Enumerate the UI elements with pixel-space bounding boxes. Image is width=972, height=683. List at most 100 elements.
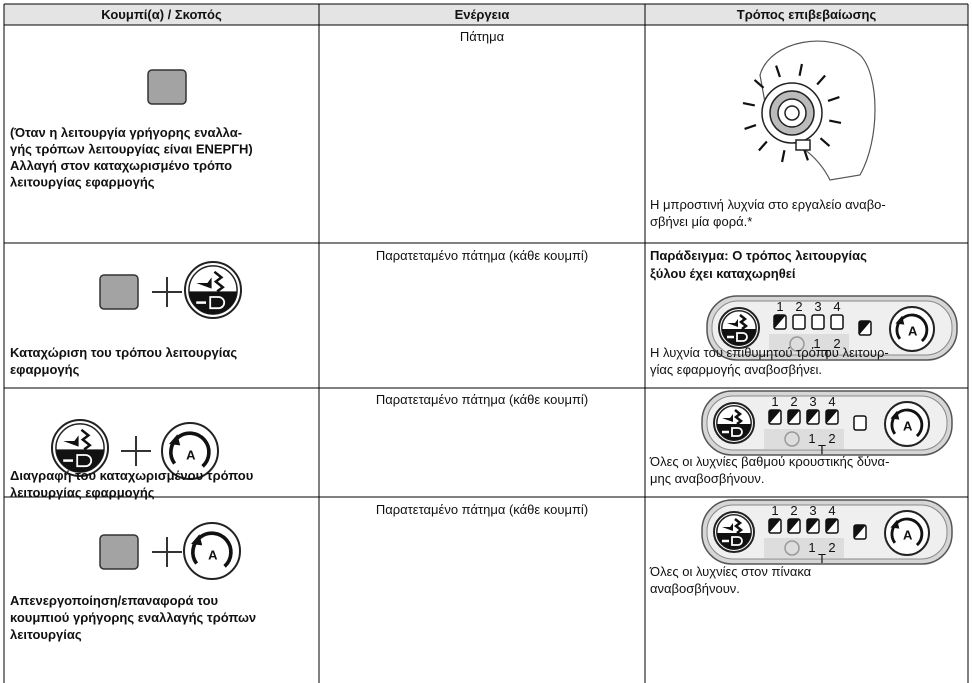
button-icon: [99, 274, 139, 310]
impact-label: T: [818, 551, 826, 566]
header-cell: Κουμπί(α) / Σκοπός: [101, 7, 222, 22]
cell-text: Η λυχνία του επιθυμητού τρόπου λειτουρ-: [650, 345, 889, 360]
action-text: Παρατεταμένο πάτημα (κάθε κουμπί): [376, 392, 588, 407]
led: [830, 314, 844, 330]
led-lit: [807, 519, 819, 533]
mode-button-icon: [51, 419, 109, 477]
cell-text: κουμπιού γρήγορης εναλλαγής τρόπων: [10, 610, 256, 625]
led-lit: [769, 410, 781, 424]
impact-number: 2: [828, 431, 835, 446]
auto-button-icon: A: [183, 522, 241, 580]
impact-number: 2: [828, 540, 835, 555]
light-ray: [816, 74, 826, 86]
cell-text: (Όταν η λειτουργία γρήγορης εναλλα-: [10, 125, 242, 140]
level-number: 3: [809, 394, 816, 409]
cell-text: λειτουργίας εφαρμογής: [10, 175, 155, 190]
cell-text: ξύλου έχει καταχωρηθεί: [650, 266, 796, 281]
control-panel: 1 2 3 41 2TA: [701, 499, 953, 566]
light-ray: [803, 148, 809, 161]
control-panel: 1 2 3 41 2TA: [701, 390, 953, 457]
arrow-head: [895, 315, 905, 325]
cell-text: Απενεργοποίηση/επαναφορά του: [10, 593, 219, 608]
cell-text: Η μπροστινή λυχνία στο εργαλείο αναβο-: [650, 197, 886, 212]
drill-glyph: [196, 277, 212, 289]
light-area: [716, 424, 752, 441]
sub-icon: [784, 431, 800, 447]
impact-label: T: [818, 442, 826, 457]
led-lit: [769, 519, 781, 533]
light-area: [55, 449, 105, 473]
light-area: [716, 533, 752, 550]
action-text: Παρατεταμένο πάτημα (κάθε κουμπί): [376, 502, 588, 517]
light-glyph: [731, 427, 743, 437]
auto-button-icon: A: [161, 422, 219, 480]
light-ray: [744, 124, 757, 130]
mode-button-icon: [713, 402, 755, 444]
light-area: [188, 291, 238, 315]
arrow-head: [169, 434, 181, 446]
auto-button-icon: A: [884, 510, 930, 556]
button-letter: A: [903, 419, 913, 434]
level-number: 3: [809, 503, 816, 518]
light-ray: [829, 119, 842, 125]
impact-number: 2: [833, 336, 840, 351]
drill-glyph: [738, 314, 749, 330]
led-lit: [859, 321, 871, 335]
lower-band: [769, 334, 849, 354]
lower-band: [764, 429, 844, 449]
auto-button-icon: A: [889, 306, 935, 352]
led-lit: [774, 315, 786, 329]
action-text: Παρατεταμένο πάτημα (κάθε κουμπί): [376, 248, 588, 263]
sub-icon: [789, 336, 805, 352]
button-letter: A: [208, 547, 218, 562]
light-ray: [819, 137, 831, 147]
lower-band: [764, 538, 844, 558]
led-lit: [826, 519, 838, 533]
light-area: [721, 329, 757, 346]
light-glyph: [736, 332, 748, 342]
button-icon: [99, 534, 139, 570]
led-lit: [826, 410, 838, 424]
drill-glyph: [722, 414, 733, 422]
light-ray: [798, 63, 804, 76]
cell-text: Διαγραφή του καταχωρισμένου τρόπου: [10, 468, 254, 483]
level-number: 4: [833, 299, 840, 314]
cell-text: Αλλαγή στον καταχωρισμένο τρόπο: [10, 158, 232, 173]
tool-lamp: [795, 139, 811, 151]
light-ray: [780, 150, 786, 163]
arrow-ring: [890, 408, 924, 438]
led-lit: [788, 410, 800, 424]
button-icon: [147, 69, 187, 105]
tool-illustration: [742, 40, 876, 181]
level-number: 2: [795, 299, 802, 314]
level-number: 3: [814, 299, 821, 314]
mode-button-icon: [713, 511, 755, 553]
arrow-head: [890, 519, 900, 529]
control-panel: 1 2 3 41 2TA: [706, 295, 958, 362]
led-lit: [854, 525, 866, 539]
cell-text: λειτουργίας εφαρμογής: [10, 485, 155, 500]
level-number: 1: [771, 503, 778, 518]
light-glyph: [76, 454, 93, 468]
cell-text: γίας εφαρμογής αναβοσβήνει.: [650, 362, 822, 377]
light-glyph: [209, 296, 226, 310]
action-text: Πάτημα: [460, 29, 505, 44]
cell-text: Καταχώριση του τρόπου λειτουργίας: [10, 345, 237, 360]
light-ray: [753, 79, 765, 89]
button-letter: A: [903, 528, 913, 543]
led-lit: [807, 410, 819, 424]
led-lit: [788, 519, 800, 533]
tool-chuck: [784, 105, 800, 121]
cell-text: Παράδειγμα: Ο τρόπος λειτουργίας: [650, 248, 867, 263]
impact-label: T: [823, 347, 831, 362]
drill-glyph: [733, 518, 744, 534]
light-ray: [775, 65, 781, 78]
mode-button-icon: [184, 261, 242, 319]
header-cell: Τρόπος επιβεβαίωσης: [737, 7, 877, 22]
cell-text: μης αναβοσβήνουν.: [650, 471, 765, 486]
light-glyph: [731, 536, 743, 546]
arrow-ring: [191, 531, 233, 568]
led: [853, 415, 867, 431]
drill-glyph: [63, 435, 79, 447]
drill-glyph: [722, 523, 733, 531]
